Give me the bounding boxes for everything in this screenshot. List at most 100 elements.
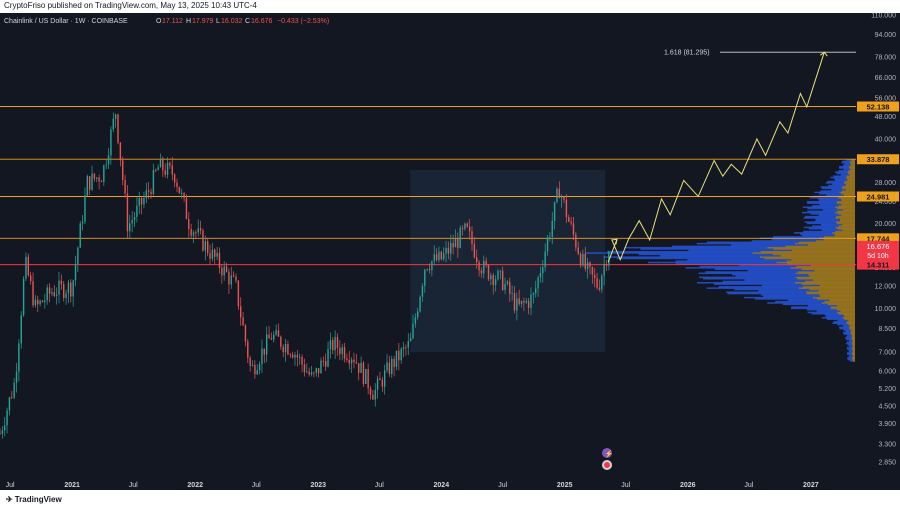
candle-body	[579, 253, 582, 266]
chart-svg[interactable]: 1.618 (81.295) 110.000 94.000 78.000 66.000…	[0, 13, 900, 490]
x-tick-label: Jul	[129, 482, 138, 489]
candle-body	[100, 181, 103, 183]
candle-body	[164, 170, 166, 175]
candle-body	[60, 280, 63, 285]
candle-body	[140, 197, 143, 205]
candle-body	[206, 241, 209, 254]
volume-profile-bar	[808, 273, 855, 276]
volume-profile-bar	[841, 199, 855, 202]
volume-profile-bar	[821, 302, 855, 304]
volume-profile-bar	[844, 337, 852, 339]
x-tick-label: 2025	[557, 482, 573, 489]
ohlc-o-label: O	[156, 18, 162, 25]
candle-body	[459, 227, 461, 248]
candle-body	[452, 243, 454, 248]
volume-profile-bar	[807, 311, 837, 314]
volume-profile-bar	[807, 244, 855, 246]
volume-profile-bar	[840, 218, 855, 221]
ohlc-high: 17.979	[192, 18, 214, 25]
volume-profile-bar	[841, 203, 855, 206]
candle-body	[464, 223, 466, 229]
volume-profile-bar	[752, 252, 855, 254]
x-tick-label: Jul	[375, 482, 384, 489]
volume-profile-bar	[852, 350, 855, 353]
candle-body	[251, 364, 254, 366]
ohlc-h-label: H	[186, 18, 191, 25]
candle-body	[308, 371, 310, 375]
candle-body	[84, 195, 86, 222]
candle-body	[48, 287, 51, 294]
volume-profile-bar	[671, 245, 786, 248]
candle-body	[58, 280, 60, 295]
volume-profile-bar	[801, 268, 855, 271]
accumulation-box	[410, 170, 606, 353]
volume-profile-bar	[696, 242, 795, 245]
volume-profile-bar	[810, 213, 839, 215]
candle-body	[386, 362, 388, 371]
volume-profile-bar	[846, 159, 852, 161]
candle-body	[577, 247, 579, 254]
candle-body	[143, 198, 145, 205]
candle-body	[584, 253, 586, 269]
volume-profile-bar	[785, 245, 855, 248]
volume-profile-bar	[713, 283, 802, 285]
tradingview-logo[interactable]: ✈ TradingView	[6, 495, 62, 504]
volume-profile-bar	[848, 167, 855, 169]
y-tick-label: 110.000	[871, 13, 896, 20]
volume-profile-bar	[675, 263, 787, 265]
candle-body	[525, 300, 527, 303]
candle-body	[523, 300, 525, 303]
candle-body	[27, 256, 30, 276]
volume-profile-bar	[841, 161, 850, 164]
price-level-label: 33.878	[867, 155, 890, 164]
candle-body	[55, 294, 58, 296]
lightning-event-icon[interactable]	[602, 448, 612, 458]
volume-profile-bar	[809, 288, 855, 291]
candle-body	[166, 162, 169, 175]
chart-panel[interactable]: 1.618 (81.295) 110.000 94.000 78.000 66.000…	[0, 13, 900, 490]
volume-profile-bar	[775, 300, 825, 303]
y-tick-label: 94.000	[875, 32, 897, 39]
candle-body	[379, 378, 381, 380]
volume-profile-bar	[845, 176, 855, 179]
y-tick-label: 56.000	[875, 95, 897, 102]
candle-body	[424, 269, 426, 286]
candle-body	[339, 347, 341, 355]
price-level-label: 24.981	[867, 192, 890, 201]
candle-body	[417, 311, 419, 318]
volume-profile-bar	[838, 165, 849, 168]
y-tick-label: 20.000	[875, 221, 897, 228]
candle-body	[322, 360, 325, 362]
candle-body	[15, 371, 18, 383]
y-tick-label: 5.200	[878, 386, 896, 393]
candle-body	[157, 167, 159, 171]
candle-body	[261, 348, 263, 365]
volume-profile-bar	[842, 331, 851, 334]
candle-body	[471, 231, 473, 245]
volume-profile-bar	[834, 171, 848, 173]
publish-info: CryptoFriso published on TradingView.com…	[4, 1, 257, 10]
candle-body	[136, 205, 138, 217]
candle-body	[86, 176, 89, 196]
candle-body	[414, 317, 417, 324]
volume-profile-bar	[847, 179, 855, 181]
volume-profile-bar	[747, 269, 815, 272]
volume-profile-bar	[790, 267, 855, 269]
volume-profile-bar	[827, 180, 845, 183]
candle-body	[428, 269, 431, 271]
event-icons[interactable]: ⚡	[602, 448, 613, 470]
candle-body	[107, 155, 110, 165]
candle-body	[70, 282, 72, 297]
candle-body	[46, 287, 48, 301]
candle-body	[232, 275, 235, 277]
volume-profile-bar	[849, 161, 855, 164]
volume-profile-bar	[848, 350, 853, 353]
candle-body	[468, 226, 471, 232]
candle-body	[74, 263, 77, 281]
candle-body	[105, 164, 107, 166]
volume-profile-bar	[624, 246, 768, 249]
candle-body	[258, 364, 261, 371]
volume-profile-bar	[807, 222, 837, 225]
volume-profile-bar	[846, 357, 852, 360]
candle-body	[341, 347, 343, 355]
